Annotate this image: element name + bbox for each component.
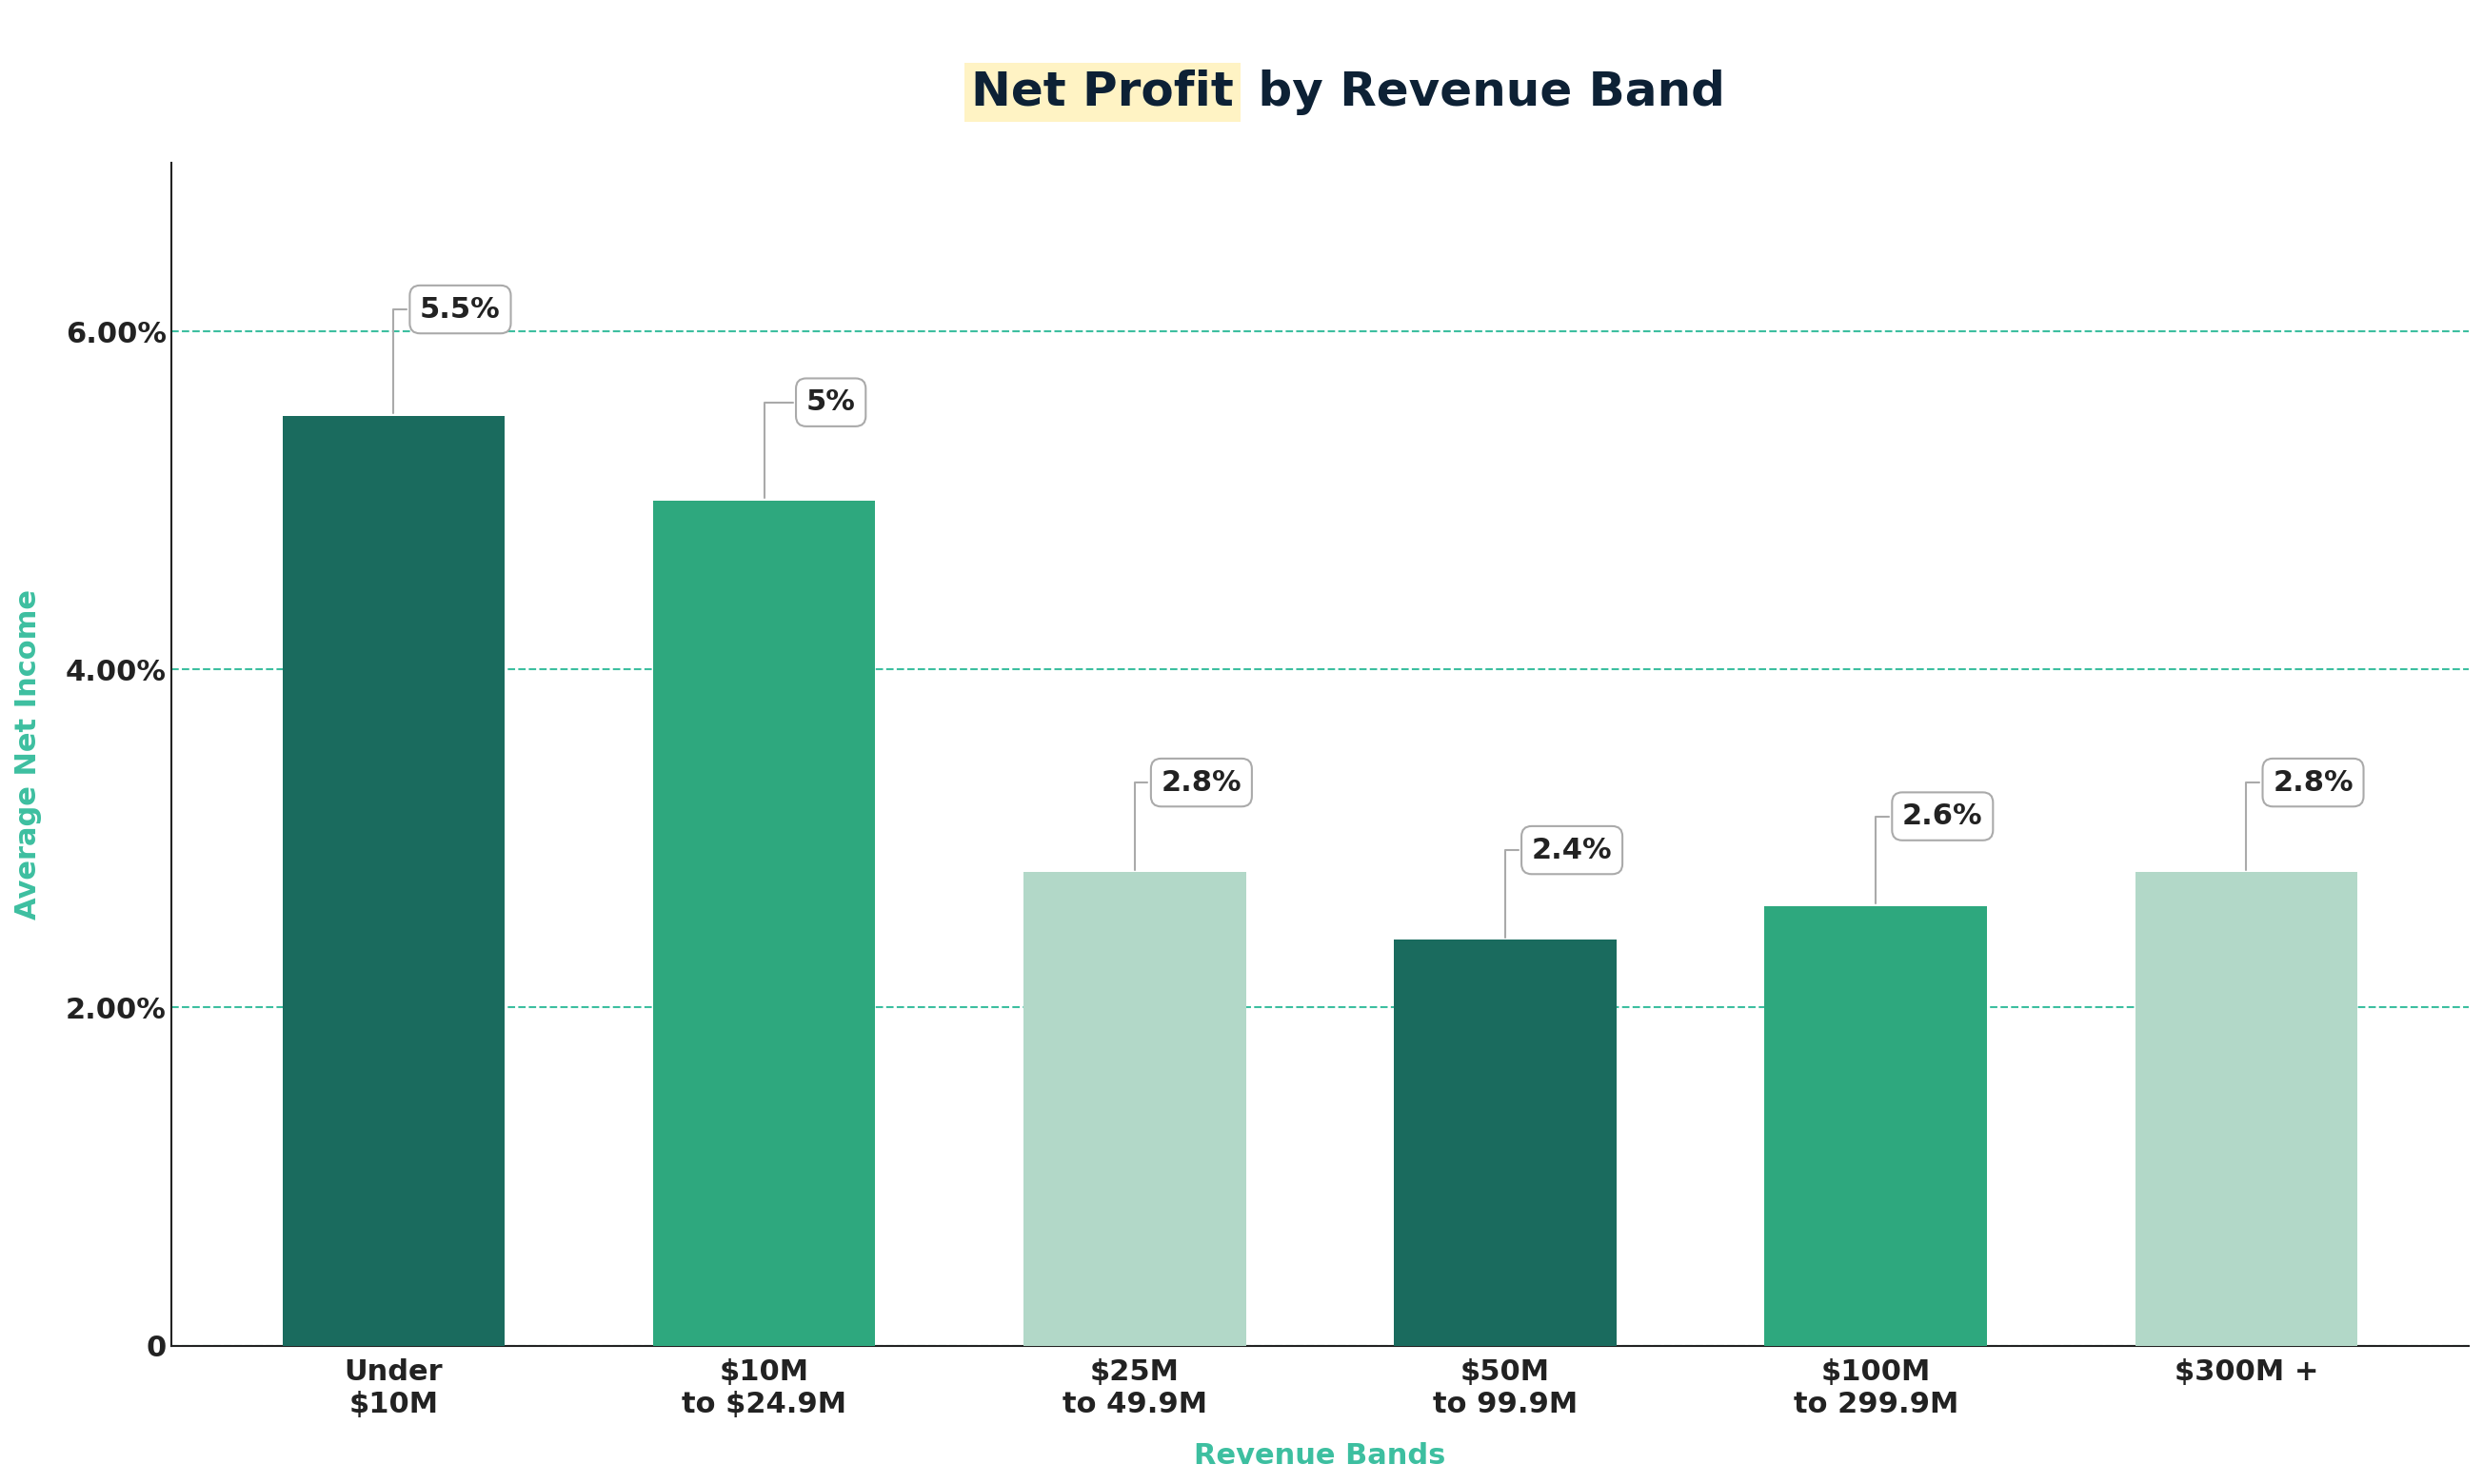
Text: 2.8%: 2.8% [1135, 769, 1242, 870]
Bar [2135, 873, 2356, 1346]
Text: 2.8%: 2.8% [2247, 769, 2354, 870]
Bar [1765, 907, 1986, 1346]
Text: 5%: 5% [765, 389, 857, 499]
Bar [283, 416, 504, 1346]
Y-axis label: Average Net Income: Average Net Income [15, 589, 42, 919]
Text: 2.6%: 2.6% [1875, 803, 1984, 904]
Text: Net Profit: Net Profit [971, 70, 1234, 114]
Bar [653, 500, 876, 1346]
Bar [1023, 873, 1246, 1346]
X-axis label: Revenue Bands: Revenue Bands [1194, 1442, 1445, 1469]
Bar [1393, 939, 1616, 1346]
Text: 2.4%: 2.4% [1505, 837, 1611, 938]
Text: 5.5%: 5.5% [395, 295, 502, 414]
Text: by Revenue Band: by Revenue Band [1242, 70, 1726, 114]
